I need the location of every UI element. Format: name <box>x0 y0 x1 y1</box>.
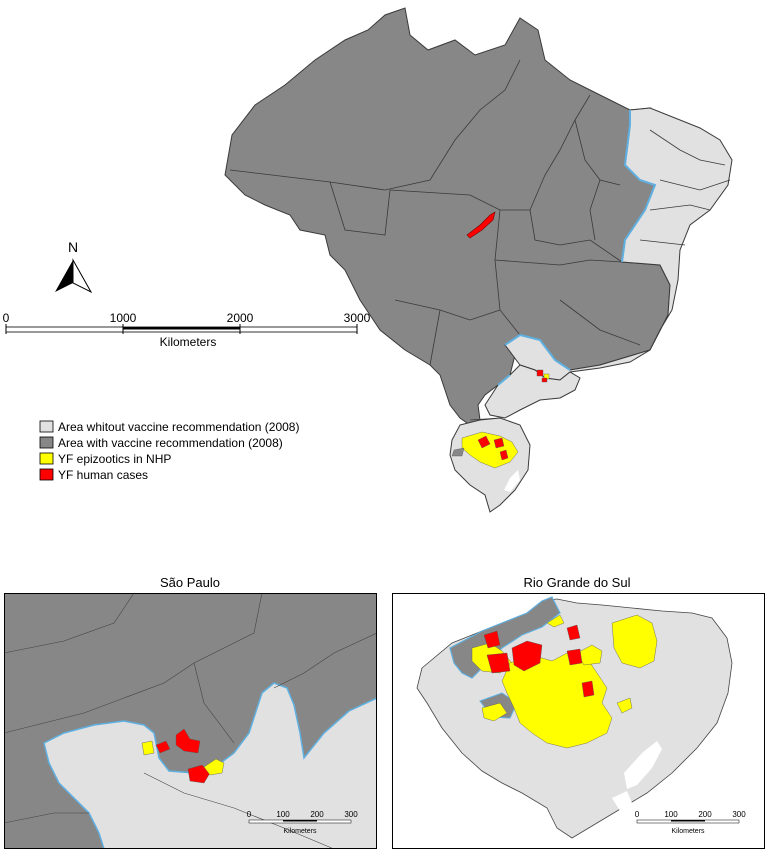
svg-text:Kilometers: Kilometers <box>671 828 705 835</box>
lagoon-patch <box>504 470 520 492</box>
legend-label-vaccine: Area with vaccine recommendation (2008) <box>58 436 283 450</box>
rs-human-cases <box>483 624 595 698</box>
legend-swatch-epizootics <box>39 452 54 465</box>
svg-text:0: 0 <box>635 810 640 819</box>
svg-text:Kilometers: Kilometers <box>283 828 317 835</box>
svg-text:100: 100 <box>664 810 678 819</box>
human-case-mato-grosso <box>466 211 496 239</box>
main-scale-bar: 0 1000 2000 3000 Kilometers <box>3 311 371 349</box>
rio-grande-do-sul-cases-cluster <box>451 431 519 469</box>
main-map: N 0 1000 2000 3000 Kilometers Area whito… <box>3 7 733 513</box>
state-boundaries <box>229 59 731 421</box>
sp-internal-boundaries <box>4 593 377 849</box>
legend-swatch-vaccine <box>39 436 54 449</box>
north-arrow: N <box>55 239 93 294</box>
svg-text:300: 300 <box>344 810 358 819</box>
scale-unit: Kilometers <box>160 335 217 349</box>
sp-cases <box>141 728 225 784</box>
inset-map-sao-paulo: 0 100 200 300 Kilometers <box>4 593 377 849</box>
scale-tick-2000: 2000 <box>227 311 254 325</box>
north-arrow-letter: N <box>68 239 78 255</box>
rs-white-patches <box>612 741 662 811</box>
legend-swatch-no-vaccine <box>39 420 54 433</box>
svg-text:0: 0 <box>247 810 252 819</box>
no-vaccine-area-south <box>484 364 581 419</box>
svg-text:200: 200 <box>310 810 324 819</box>
scale-tick-0: 0 <box>3 311 10 325</box>
legend-label-epizootics: YF epizootics in NHP <box>58 452 171 466</box>
svg-text:100: 100 <box>276 810 290 819</box>
legend-label-no-vaccine: Area whitout vaccine recommendation (200… <box>58 420 299 434</box>
legend-label-human-cases: YF human cases <box>58 468 148 482</box>
scale-tick-1000: 1000 <box>110 311 137 325</box>
svg-text:300: 300 <box>732 810 746 819</box>
scale-tick-3000: 3000 <box>344 311 371 325</box>
sp-scale-bar: 0 100 200 300 Kilometers <box>247 810 358 835</box>
inset-title-rio-grande-do-sul: Rio Grande do Sul <box>523 575 631 590</box>
inset-title-sao-paulo: São Paulo <box>160 575 220 590</box>
inset-map-rio-grande-do-sul: 0 100 200 300 Kilometers <box>392 593 765 849</box>
vaccine-area-region <box>224 7 671 426</box>
legend-swatch-human-cases <box>39 468 54 481</box>
sp-no-vaccine-area <box>43 682 377 849</box>
sao-paulo-cases-cluster <box>536 369 550 383</box>
vaccine-boundary-line <box>497 110 657 386</box>
legend: Area whitout vaccine recommendation (200… <box>39 420 299 482</box>
svg-text:200: 200 <box>698 810 712 819</box>
rs-scale-bar: 0 100 200 300 Kilometers <box>635 810 746 835</box>
